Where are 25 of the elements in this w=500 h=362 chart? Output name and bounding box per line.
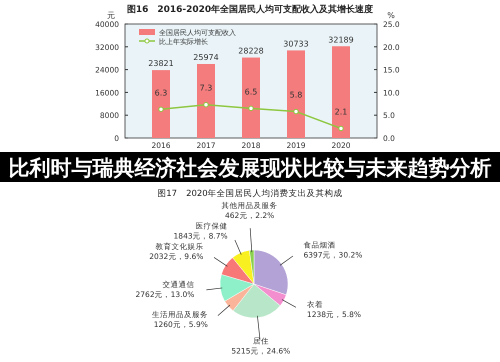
point [338, 126, 344, 132]
chart-title: 图16 2016-2020年全国居民人均可支配收入及其增长速度 [126, 4, 374, 15]
bar [287, 50, 305, 138]
bar [332, 46, 350, 138]
point [158, 106, 164, 112]
bar [152, 70, 170, 138]
data-label: 32189 [328, 35, 354, 44]
data-label: 2.1 [334, 107, 348, 116]
chart-title: 图17 2020年全国居民人均消费支出及其构成 [157, 188, 343, 199]
point [248, 106, 254, 112]
data-label: 6.5 [244, 87, 258, 96]
data-label: 28228 [238, 46, 264, 56]
data-label: 30733 [283, 39, 309, 48]
data-label: 25974 [193, 52, 219, 62]
point [293, 108, 299, 114]
data-label: 7.3 [200, 84, 212, 93]
data-label: 6.3 [154, 88, 168, 98]
bar [242, 58, 260, 138]
y2-axis-title: % [387, 11, 396, 20]
text: 比利时与瑞典经济社会发展现状比较与未来趋势分析 [8, 156, 492, 180]
data-label: 23821 [148, 59, 174, 68]
y-axis-title: 元 [107, 11, 115, 20]
point [203, 102, 209, 108]
data-label: 5.8 [290, 90, 302, 100]
bar [197, 64, 215, 138]
